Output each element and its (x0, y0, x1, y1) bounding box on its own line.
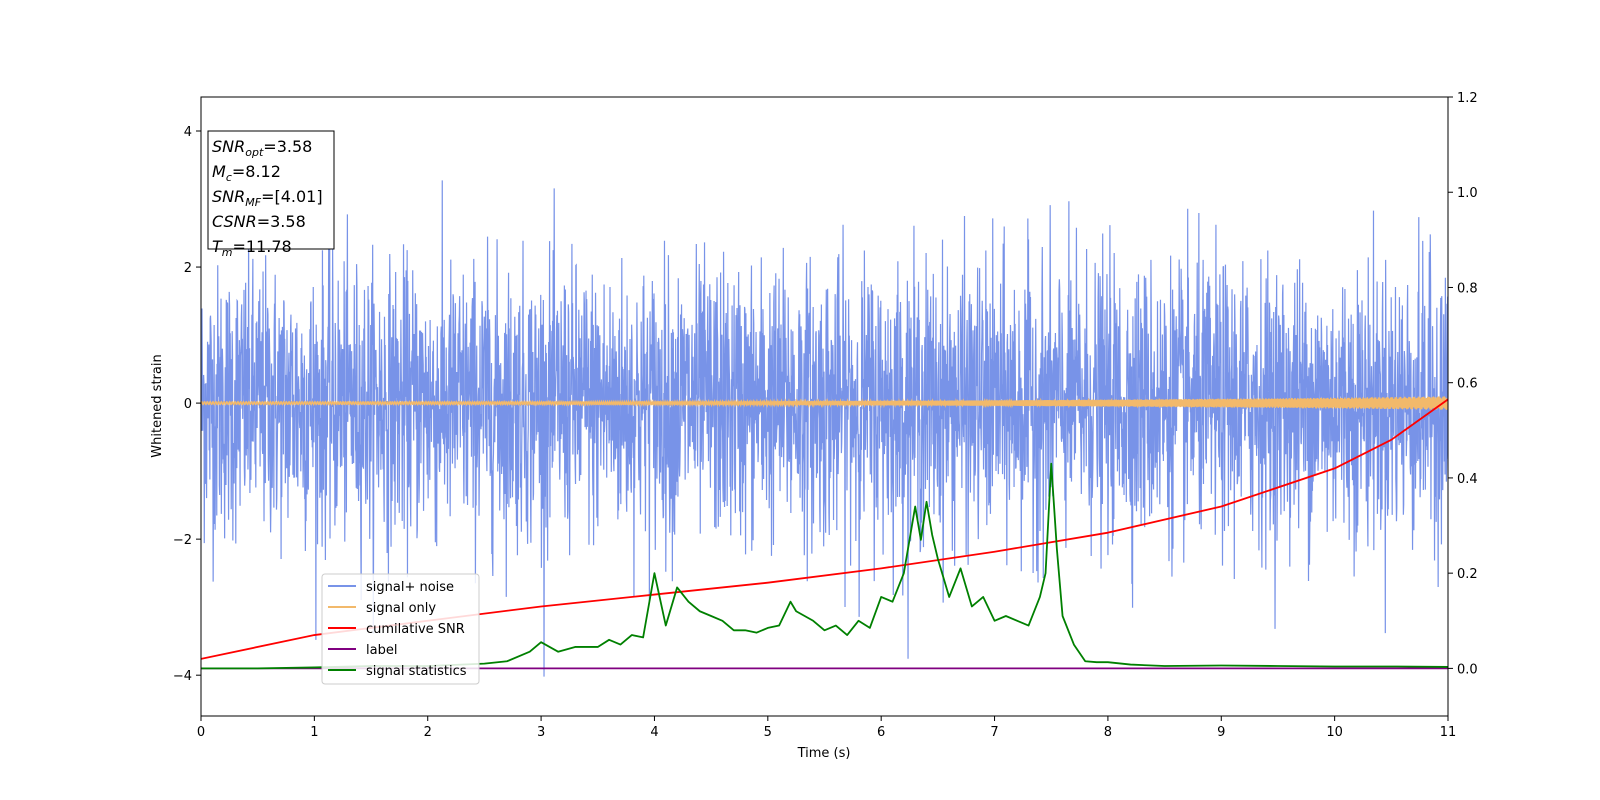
signal-statistics-line (201, 462, 1448, 670)
legend-label: signal only (366, 601, 436, 616)
right-y-tick-label: 0.6 (1457, 377, 1478, 392)
right-y-tick-label: 0.0 (1457, 662, 1478, 677)
annotation-line: CSNR=3.58 (212, 212, 306, 231)
x-tick-label: 8 (1104, 725, 1112, 740)
x-axis: 0 1 2 3 4 5 6 7 8 9 10 11 (197, 716, 1456, 740)
right-y-tick-label: 1.0 (1457, 186, 1478, 201)
annotation-line: Tm=11.78 (212, 237, 292, 259)
right-y-tick-label: 0.2 (1457, 567, 1478, 582)
left-y-tick-label: 0 (184, 397, 192, 412)
right-y-axis: 1.2 1.0 0.8 0.6 0.4 0.2 0.0 (1448, 91, 1478, 677)
x-tick-label: 2 (424, 725, 432, 740)
legend-label: cumilative SNR (366, 622, 465, 637)
annotation-line: Mc=8.12 (212, 162, 281, 184)
left-y-axis-label: Whitened strain (150, 354, 165, 457)
signal-only-line (201, 396, 1448, 410)
x-tick-label: 10 (1326, 725, 1343, 740)
x-tick-label: 9 (1217, 725, 1225, 740)
left-y-tick-label: −2 (173, 533, 192, 548)
annotation-line: SNRMF=[4.01] (212, 187, 323, 209)
x-tick-label: 0 (197, 725, 205, 740)
x-tick-label: 1 (310, 725, 318, 740)
legend-label: signal statistics (366, 664, 467, 679)
legend: signal+ noise signal only cumilative SNR la… (321, 573, 480, 685)
annotation-line: SNRopt=3.58 (212, 137, 312, 159)
left-y-axis: 4 2 0 −2 −4 (173, 125, 201, 684)
left-y-tick-label: 4 (184, 125, 192, 140)
annotation-box: SNRopt=3.58 Mc=8.12 SNRMF=[4.01] CSNR=3.58 T… (207, 130, 335, 259)
left-y-tick-label: 2 (184, 261, 192, 276)
x-tick-label: 6 (877, 725, 885, 740)
x-tick-label: 3 (537, 725, 545, 740)
x-tick-label: 7 (990, 725, 998, 740)
legend-label: label (366, 643, 397, 658)
signal-only-series (201, 396, 1448, 410)
x-tick-label: 11 (1440, 725, 1457, 740)
right-y-tick-label: 1.2 (1457, 91, 1478, 106)
right-y-tick-label: 0.4 (1457, 472, 1478, 487)
plot-frame (200, 96, 1449, 717)
right-y-tick-label: 0.8 (1457, 281, 1478, 296)
x-tick-label: 5 (764, 725, 772, 740)
x-axis-label: Time (s) (797, 746, 851, 761)
x-tick-label: 4 (650, 725, 658, 740)
legend-label: signal+ noise (366, 580, 454, 595)
left-y-tick-label: −4 (173, 669, 192, 684)
